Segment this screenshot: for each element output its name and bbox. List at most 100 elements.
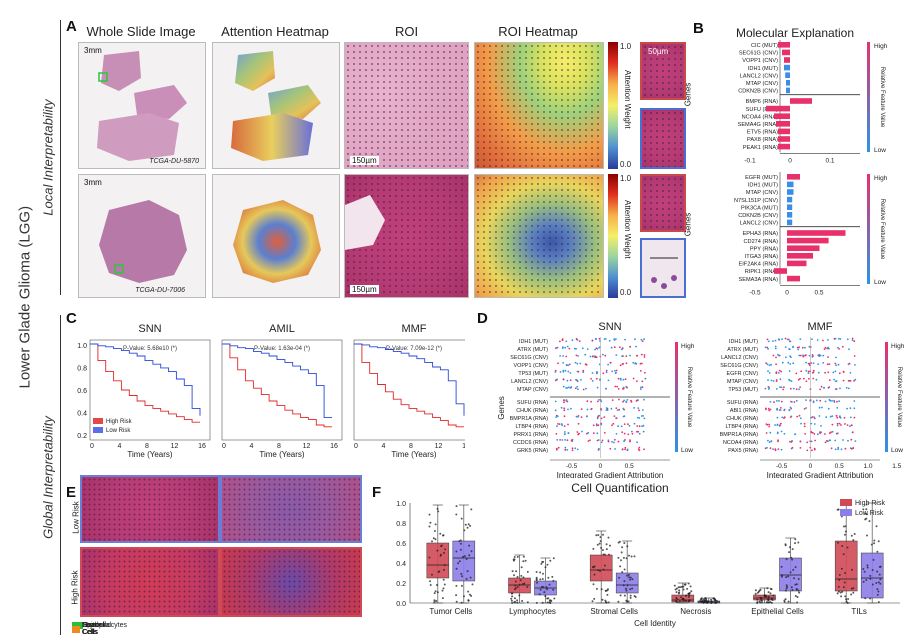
data-point [598,542,601,545]
ig-point [829,439,831,442]
data-point [599,570,601,572]
data-point [785,558,788,561]
ig-point [616,409,619,411]
ig-point [574,361,577,364]
ig-point [624,338,626,341]
data-point [794,583,797,586]
ig-point [816,339,819,341]
ig-point [578,432,580,435]
data-point [469,524,472,527]
ig-point [561,439,564,441]
data-point [622,556,625,559]
data-point [851,568,854,571]
ig-point [853,400,856,402]
ig-point [765,423,768,425]
ig-point [770,379,773,382]
km-xtick: 4 [250,443,254,450]
ig-point [571,449,574,452]
ig-point [643,354,646,356]
ig-point [562,369,565,372]
ig-point [571,339,574,342]
ig-point [554,369,557,372]
ig-point [564,369,567,372]
data-point [629,578,632,581]
attribution-bar [778,128,790,135]
data-point [535,571,538,573]
km-title: MMF [401,323,426,335]
ig-point [623,399,625,402]
ig-point [780,386,783,389]
ig-point [768,409,771,412]
ig-point [601,439,604,442]
ig-point [834,337,837,340]
col-title-attention: Attention Heatmap [221,24,329,39]
ig-point [611,440,613,443]
ig-point [555,347,558,349]
data-point [622,584,625,587]
ig-point [567,408,569,411]
data-point [619,594,622,597]
ig-point [774,345,777,348]
data-point [873,542,876,545]
ig-point [778,369,781,372]
ig-point [777,353,779,356]
data-point [511,602,514,604]
ig-gene-label: PRRX1 (RNA) [514,432,549,438]
data-point [788,551,791,554]
ig-point [626,399,629,401]
panel-b-title: Molecular Explanation [735,26,855,40]
gene-label: MTAP (CNV) [746,81,778,87]
legend-low: Low Risk [855,510,884,517]
panel-e-letter: E [66,484,77,501]
ig-point [788,378,790,381]
ig-point [842,379,845,382]
panel-b-letter: B [693,20,704,37]
ig-point [560,406,563,409]
data-point [790,556,793,559]
ig-point [789,355,791,357]
ig-point [791,446,794,449]
low-risk-curve [354,343,465,416]
divider-line [60,20,61,295]
feature-colorbar [867,174,870,284]
data-point [455,594,458,597]
data-point [511,570,514,573]
ig-point [812,401,815,404]
data-point [436,549,439,552]
data-point [539,578,542,581]
ig-point [563,431,566,433]
ig-point [824,400,827,403]
ig-point [800,422,802,425]
ig-point [780,430,783,433]
ig-point [621,355,623,358]
ig-point [769,401,772,403]
ig-point [586,432,588,435]
ig-point [807,362,810,365]
ig-point [587,431,590,434]
data-point [769,601,772,604]
ig-point [795,388,798,391]
attribution-bar [766,105,790,112]
ig-point [625,385,628,388]
ig-point [809,346,812,349]
ig-point [796,346,799,349]
km-xtick: 12 [303,443,311,450]
ig-point [780,422,782,425]
data-point [522,576,525,579]
ig-point [555,433,558,435]
ig-point [824,441,827,444]
ig-point [810,416,812,419]
data-point [466,526,469,529]
data-point [599,540,602,543]
heat-tissue-shape [233,200,321,283]
box [426,542,450,579]
ig-point [774,424,776,426]
data-point [434,523,437,526]
ig-point [783,408,786,411]
ig-gene-label: SEC61G (CNV) [510,355,548,361]
attention-heatmap-thumbnail [212,42,340,169]
ig-point [820,385,823,388]
ig-point [603,338,606,340]
data-point [877,581,880,584]
data-point [710,602,713,604]
